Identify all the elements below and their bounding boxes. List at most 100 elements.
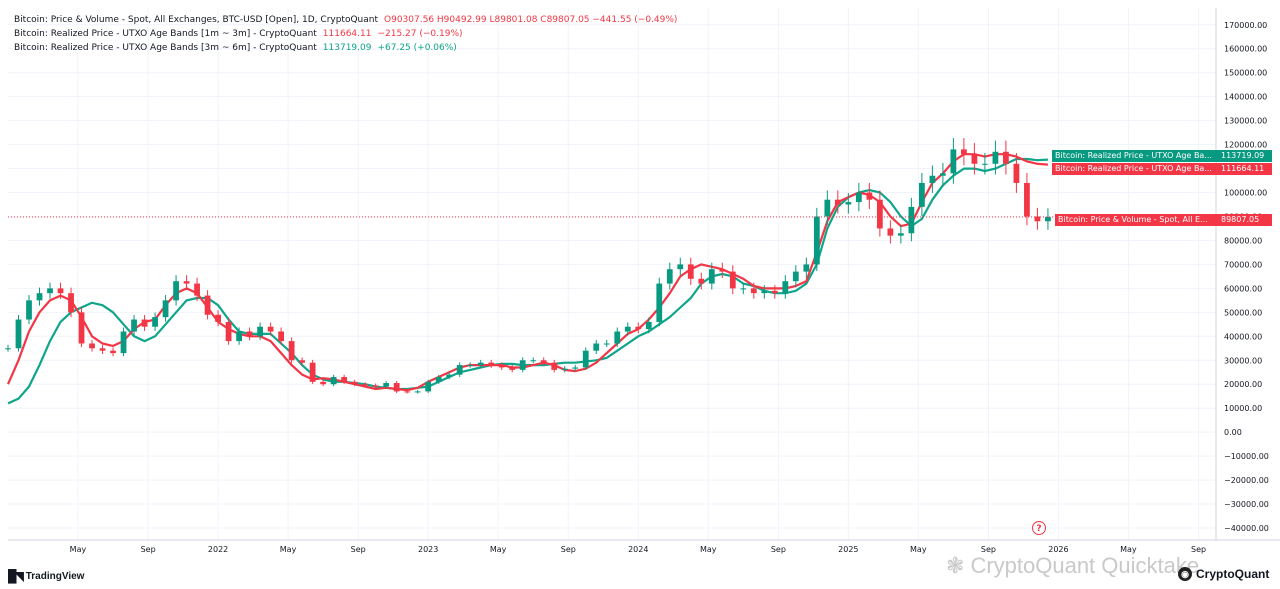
- y-tick-label: 60000.00: [1224, 284, 1262, 293]
- y-tick-label: −30000.00: [1224, 500, 1269, 509]
- tradingview-logo[interactable]: █◥ TradingView: [8, 569, 84, 583]
- candle-body: [446, 374, 453, 378]
- candle-body: [845, 202, 852, 205]
- legend-band2-change: +67.25 (+0.06%): [377, 43, 457, 53]
- legend-band1-title: Bitcoin: Realized Price - UTXO Age Bands…: [14, 29, 317, 39]
- band1-series-label: Bitcoin: Realized Price - UTXO Age Ba...: [1052, 163, 1218, 175]
- band2-series-label: Bitcoin: Realized Price - UTXO Age Ba...: [1052, 150, 1218, 162]
- cryptoquant-logo: ◉ CryptoQuant: [1178, 567, 1269, 581]
- legend-price-title: Bitcoin: Price & Volume - Spot, All Exch…: [14, 15, 379, 25]
- x-axis: May Sep 2022 May Sep 2023 May Sep 2024 May Sep 2025…: [8, 539, 1280, 554]
- candle-body: [971, 154, 978, 164]
- candle-body: [110, 350, 116, 354]
- y-tick-label: 50000.00: [1224, 308, 1262, 317]
- y-tick-label: 20000.00: [1224, 380, 1262, 389]
- cryptoquant-icon: ◉: [1178, 567, 1192, 581]
- candle-body: [162, 300, 169, 318]
- candle-body: [78, 312, 85, 344]
- candle-body: [750, 288, 757, 294]
- y-tick-label: 100000.00: [1224, 189, 1267, 198]
- series-price-candles: [5, 138, 1051, 394]
- candle-body: [666, 269, 673, 284]
- candle-body: [824, 199, 831, 217]
- candle-body: [561, 368, 568, 370]
- candle-body: [624, 326, 631, 332]
- candle-body: [761, 290, 768, 294]
- candle-body: [635, 326, 642, 330]
- legend-band1[interactable]: Bitcoin: Realized Price - UTXO Age Bands…: [14, 27, 677, 41]
- candle-body: [1034, 216, 1041, 222]
- candle-body: [687, 264, 694, 279]
- y-tick-label: 80000.00: [1224, 236, 1262, 245]
- candle-body: [383, 383, 390, 387]
- y-tick-label: 40000.00: [1224, 332, 1262, 341]
- y-tick-label: 130000.00: [1224, 117, 1267, 126]
- candle-body: [498, 365, 505, 368]
- candle-body: [141, 319, 148, 327]
- candle-body: [656, 283, 663, 322]
- series-band-3m-6m: [7, 157, 1048, 405]
- watermark: ❃ CryptoQuant Quicktake: [946, 553, 1199, 579]
- candle-body: [362, 384, 369, 386]
- candle-body: [572, 367, 579, 369]
- y-tick-label: 160000.00: [1224, 45, 1267, 54]
- legend-price[interactable]: Bitcoin: Price & Volume - Spot, All Exch…: [14, 13, 677, 27]
- candle-body: [36, 293, 43, 301]
- legend-band1-change: −215.27 (−0.19%): [377, 29, 463, 39]
- candle-body: [813, 216, 820, 265]
- help-icon[interactable]: ?: [1032, 521, 1046, 535]
- candle-body: [1024, 182, 1030, 217]
- candle-body: [782, 281, 789, 294]
- x-tick-label: Sep: [141, 545, 156, 554]
- candle-body: [278, 331, 285, 342]
- candle-body: [225, 321, 232, 342]
- candle-body: [320, 381, 327, 385]
- series-band-1m-3m: [6, 153, 1048, 392]
- candle-body: [918, 182, 925, 207]
- candle-body: [740, 288, 747, 290]
- x-tick-label: May: [1120, 545, 1137, 554]
- candle-body: [131, 319, 137, 332]
- legend-band2-title: Bitcoin: Realized Price - UTXO Age Bands…: [14, 43, 317, 53]
- candle-body: [593, 343, 600, 351]
- y-tick-label: 0.00: [1224, 428, 1242, 437]
- candle-body: [257, 326, 263, 337]
- candle-body: [246, 331, 253, 337]
- candle-body: [236, 331, 242, 342]
- candle-body: [425, 381, 432, 392]
- candle-body: [456, 365, 463, 375]
- candle-body: [982, 163, 988, 165]
- legend-band2[interactable]: Bitcoin: Realized Price - UTXO Age Bands…: [14, 41, 677, 55]
- y-tick-label: 70000.00: [1224, 260, 1262, 269]
- candle-body: [330, 377, 337, 385]
- x-tick-label: 2025: [838, 545, 858, 554]
- candle-body: [1003, 151, 1009, 164]
- candle-body: [5, 348, 11, 350]
- candle-body: [393, 383, 400, 392]
- tradingview-icon: █◥: [8, 569, 24, 583]
- y-tick-label: 120000.00: [1224, 141, 1267, 150]
- x-tick-label: 2026: [1048, 545, 1068, 554]
- candle-body: [68, 293, 74, 313]
- candle-body: [866, 192, 873, 200]
- candle-body: [855, 192, 862, 203]
- candle-body: [309, 362, 316, 382]
- watermark-text: CryptoQuant Quicktake: [970, 553, 1200, 578]
- candle-body: [89, 343, 95, 349]
- candle-body: [540, 360, 547, 363]
- x-tick-label: 2024: [628, 545, 648, 554]
- legend-band1-value: 111664.11: [322, 29, 372, 39]
- candle-body: [15, 319, 22, 349]
- y-tick-label: −10000.00: [1224, 452, 1269, 461]
- candle-body: [299, 360, 306, 363]
- y-tick-label: −20000.00: [1224, 476, 1269, 485]
- candle-body: [677, 264, 684, 270]
- x-tick-label: 2023: [418, 545, 438, 554]
- candle-body: [183, 281, 190, 284]
- candle-body: [530, 360, 537, 362]
- legend-price-ohlc: O90307.56 H90492.99 L89801.08 C89807.05 …: [384, 15, 678, 25]
- candle-body: [939, 173, 946, 176]
- band1-price-badge: 111664.11: [1218, 163, 1272, 175]
- chart-grid: [8, 8, 1216, 540]
